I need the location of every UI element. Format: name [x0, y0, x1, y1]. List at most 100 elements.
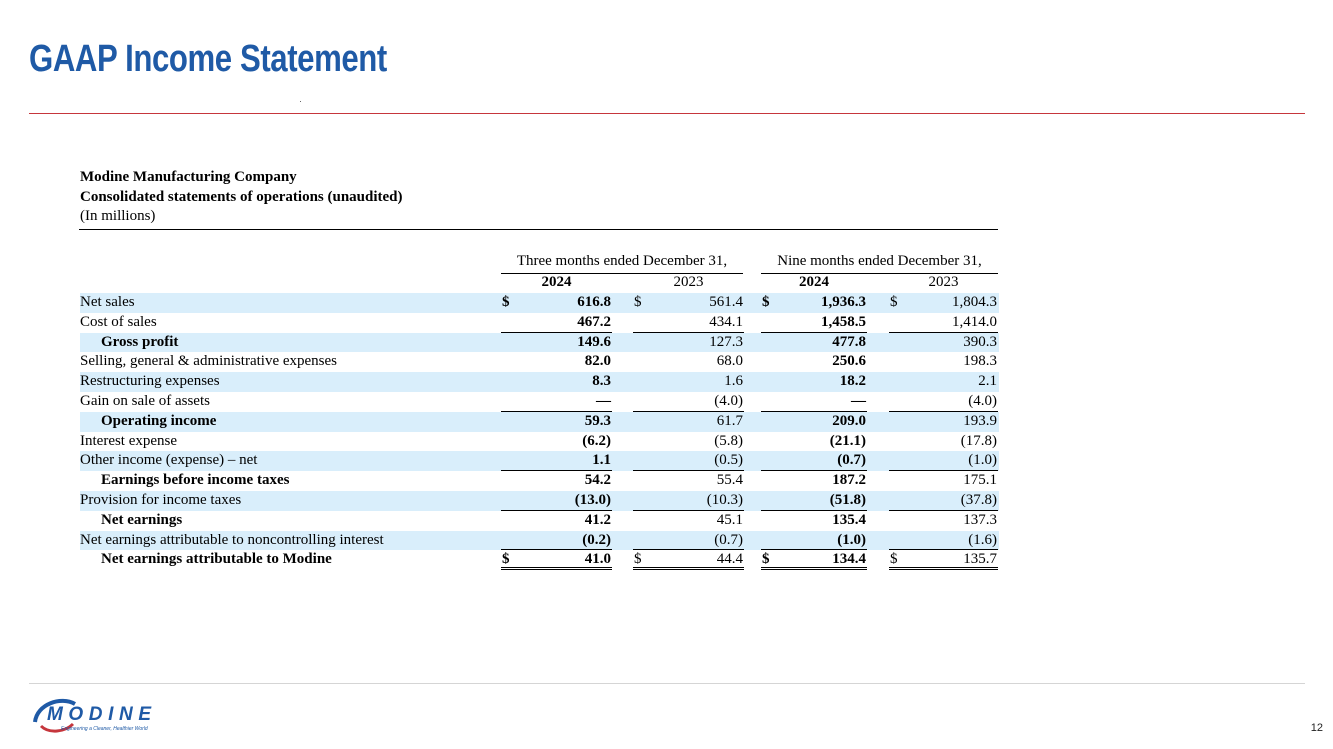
- table-cell: 127.3: [633, 333, 744, 353]
- svg-text:MODINE: MODINE: [47, 704, 152, 725]
- cell-value: (37.8): [960, 491, 997, 508]
- table-cell: $561.4: [633, 293, 744, 313]
- table-cell: 54.2: [501, 471, 612, 491]
- table-cell: 1.1: [501, 451, 612, 472]
- table-cell: $1,936.3: [761, 293, 867, 313]
- cell-value: (51.8): [829, 491, 866, 508]
- table-cell: 45.1: [633, 511, 744, 531]
- table-cell: 68.0: [633, 352, 744, 372]
- table-cell: $134.4: [761, 550, 867, 571]
- table-cell: (10.3): [633, 491, 744, 511]
- cell-value: 41.0: [584, 551, 611, 568]
- table-cell: (51.8): [761, 491, 867, 511]
- cell-value: (4.0): [968, 392, 997, 409]
- cell-value: (1.0): [968, 452, 997, 469]
- table-cell: (37.8): [889, 491, 998, 511]
- statement-header: Modine Manufacturing Company Consolidate…: [80, 168, 403, 227]
- cell-value: (6.2): [582, 432, 611, 449]
- table-cell: 1,414.0: [889, 313, 998, 333]
- table-cell: (0.7): [633, 531, 744, 551]
- cell-value: 127.3: [709, 333, 743, 350]
- table-row: Net sales $616.8 $561.4 $1,936.3 $1,804.3: [80, 293, 999, 313]
- table-cell: —: [761, 392, 867, 412]
- table-cell: (13.0): [501, 491, 612, 511]
- table-cell: (4.0): [633, 392, 744, 412]
- table-cell: (0.2): [501, 531, 612, 551]
- year-header: 2024: [799, 274, 829, 290]
- table-cell: 55.4: [633, 471, 744, 491]
- row-label: Restructuring expenses: [80, 373, 220, 390]
- svg-text:Engineering a Cleaner, Healthi: Engineering a Cleaner, Healthier World: [61, 726, 148, 732]
- table-row: Cost of sales 467.2 434.1 1,458.5 1,414.0: [80, 313, 999, 333]
- table-cell: 18.2: [761, 372, 867, 392]
- table-cell: $41.0: [501, 550, 612, 571]
- cell-value: 137.3: [963, 511, 997, 528]
- row-label: Net earnings: [101, 511, 183, 528]
- table-row: Restructuring expenses 8.3 1.6 18.2 2.1: [80, 372, 999, 392]
- table-row: Net earnings attributable to noncontroll…: [80, 530, 999, 551]
- table-cell: $44.4: [633, 550, 744, 571]
- table-cell: (17.8): [889, 432, 998, 452]
- row-label: Earnings before income taxes: [101, 472, 290, 489]
- cell-value: 390.3: [963, 333, 997, 350]
- cell-value: 82.0: [584, 353, 611, 370]
- company-name: Modine Manufacturing Company: [80, 169, 297, 185]
- table-cell: 82.0: [501, 352, 612, 372]
- table-cell: 41.2: [501, 511, 612, 531]
- stray-mark: [300, 101, 301, 102]
- table-cell: (0.7): [761, 451, 867, 472]
- year-header: 2024: [541, 274, 572, 290]
- table-cell: 434.1: [633, 313, 744, 333]
- cell-value: (0.2): [582, 531, 611, 548]
- table-cell: 149.6: [501, 333, 612, 353]
- cell-value: (13.0): [574, 491, 611, 508]
- cell-value: 54.2: [584, 472, 611, 489]
- table-row: Net earnings attributable to Modine $41.0…: [80, 550, 999, 571]
- footer-divider: [29, 683, 1305, 684]
- cell-value: 1,804.3: [952, 294, 997, 310]
- cell-value: 1.6: [724, 373, 743, 390]
- table-cell: (5.8): [633, 432, 744, 452]
- cell-value: 198.3: [963, 353, 997, 370]
- currency-symbol: $: [634, 551, 642, 568]
- table-cell: $135.7: [889, 550, 998, 571]
- table-cell: $616.8: [501, 293, 612, 313]
- cell-value: 175.1: [963, 472, 997, 489]
- row-label: Gain on sale of assets: [80, 392, 210, 409]
- cell-value: 149.6: [577, 333, 611, 350]
- row-label: Gross profit: [101, 333, 179, 350]
- row-label: Net earnings attributable to Modine: [101, 551, 332, 568]
- table-row: Gross profit 149.6 127.3 477.8 390.3: [80, 332, 999, 353]
- page-number: 12: [1310, 722, 1323, 734]
- table-cell: $1,804.3: [889, 293, 998, 313]
- cell-value: 1.1: [592, 452, 611, 469]
- table-row: Interest expense (6.2) (5.8) (21.1) (17.8): [80, 432, 999, 452]
- cell-value: (17.8): [960, 432, 997, 449]
- currency-symbol: $: [890, 294, 898, 310]
- table-cell: 8.3: [501, 372, 612, 392]
- table-cell: 1,458.5: [761, 313, 867, 333]
- cell-value: —: [851, 392, 866, 409]
- cell-value: (1.0): [837, 531, 866, 548]
- cell-value: 616.8: [577, 294, 611, 310]
- table-cell: 209.0: [761, 412, 867, 432]
- cell-value: (4.0): [714, 392, 743, 409]
- cell-value: 55.4: [716, 472, 743, 489]
- income-statement-table: Net sales $616.8 $561.4 $1,936.3 $1,804.3 Cos…: [80, 293, 999, 571]
- table-cell: 59.3: [501, 412, 612, 432]
- cell-value: 1,936.3: [821, 294, 866, 310]
- table-row: Gain on sale of assets — (4.0) — (4.0): [80, 392, 999, 412]
- table-cell: (21.1): [761, 432, 867, 452]
- currency-symbol: $: [502, 551, 510, 568]
- cell-value: (0.7): [714, 531, 743, 548]
- row-label: Provision for income taxes: [80, 491, 242, 508]
- table-cell: 1.6: [633, 372, 744, 392]
- cell-value: 477.8: [832, 333, 866, 350]
- cell-value: (5.8): [714, 432, 743, 449]
- cell-value: (10.3): [706, 491, 743, 508]
- header-divider: [79, 229, 998, 230]
- cell-value: 2.1: [978, 373, 997, 390]
- cell-value: 45.1: [716, 511, 743, 528]
- currency-symbol: $: [502, 294, 510, 310]
- table-cell: (1.0): [889, 451, 998, 472]
